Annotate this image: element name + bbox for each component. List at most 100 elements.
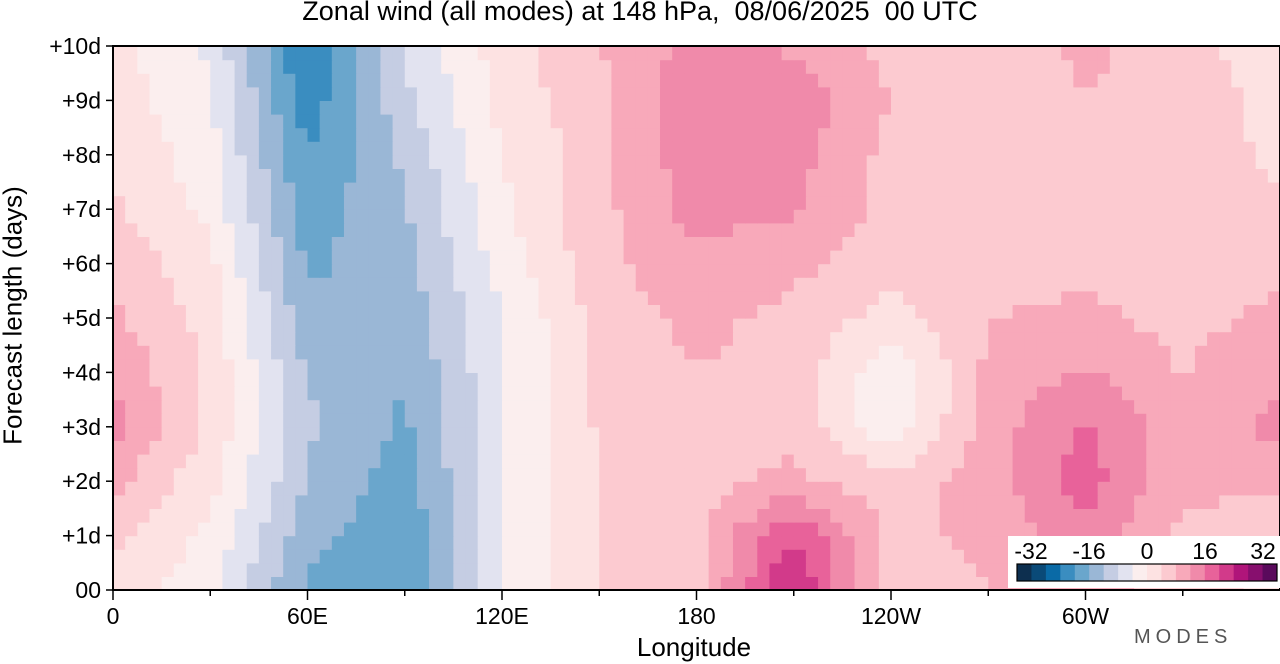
- field-cell: [587, 372, 600, 387]
- field-cell: [137, 154, 151, 169]
- field-cell: [1073, 413, 1087, 428]
- field-cell: [696, 168, 710, 183]
- field-cell: [1049, 46, 1062, 61]
- field-cell: [842, 440, 856, 455]
- field-cell: [514, 114, 527, 129]
- field-cell: [720, 562, 734, 577]
- field-cell: [380, 331, 394, 346]
- field-cell: [830, 467, 843, 482]
- field-cell: [404, 304, 418, 319]
- field-cell: [769, 59, 783, 74]
- field-cell: [1170, 73, 1184, 88]
- field-cell: [258, 399, 272, 414]
- field-cell: [404, 154, 418, 169]
- field-cell: [963, 318, 977, 333]
- field-cell: [331, 358, 345, 373]
- field-cell: [1267, 318, 1280, 333]
- field-cell: [319, 250, 333, 265]
- field-cell: [1073, 73, 1087, 88]
- field-cell: [137, 46, 151, 61]
- field-cell: [927, 46, 941, 61]
- field-cell: [866, 236, 880, 251]
- field-cell: [1146, 522, 1160, 537]
- field-cell: [660, 535, 673, 550]
- field-cell: [878, 114, 892, 129]
- field-cell: [684, 250, 698, 265]
- field-cell: [1267, 454, 1280, 469]
- field-cell: [416, 386, 430, 401]
- field-cell: [380, 440, 394, 455]
- field-cell: [562, 549, 576, 564]
- field-cell: [891, 195, 904, 210]
- field-cell: [1207, 209, 1220, 224]
- field-cell: [1182, 331, 1196, 346]
- field-cell: [514, 290, 527, 305]
- field-cell: [173, 372, 187, 387]
- field-cell: [635, 508, 649, 523]
- field-cell: [380, 195, 394, 210]
- field-cell: [441, 318, 454, 333]
- field-cell: [903, 73, 916, 88]
- field-cell: [720, 46, 734, 61]
- field-cell: [635, 222, 649, 237]
- field-cell: [538, 440, 552, 455]
- field-cell: [745, 195, 758, 210]
- field-cell: [732, 250, 746, 265]
- field-cell: [343, 522, 357, 537]
- field-cell: [198, 318, 211, 333]
- field-cell: [331, 250, 345, 265]
- field-cell: [416, 494, 430, 509]
- field-cell: [562, 494, 576, 509]
- field-cell: [805, 576, 819, 590]
- field-cell: [587, 46, 600, 61]
- field-cell: [988, 263, 1002, 278]
- field-cell: [1207, 318, 1220, 333]
- field-cell: [1000, 182, 1014, 197]
- field-cell: [587, 426, 600, 441]
- field-cell: [1243, 467, 1257, 482]
- field-cell: [1255, 86, 1269, 101]
- field-cell: [1243, 182, 1257, 197]
- field-cell: [951, 522, 965, 537]
- field-cell: [1121, 168, 1135, 183]
- field-cell: [185, 372, 199, 387]
- field-cell: [295, 331, 309, 346]
- field-cell: [915, 426, 929, 441]
- field-cell: [295, 141, 309, 156]
- field-cell: [891, 454, 904, 469]
- field-cell: [1134, 59, 1147, 74]
- field-cell: [951, 263, 965, 278]
- field-cell: [1219, 508, 1232, 523]
- field-cell: [635, 250, 649, 265]
- field-cell: [307, 127, 321, 142]
- field-cell: [842, 114, 856, 129]
- field-cell: [1000, 358, 1014, 373]
- field-cell: [271, 454, 284, 469]
- field-cell: [173, 100, 187, 115]
- field-cell: [684, 426, 698, 441]
- field-cell: [271, 345, 284, 360]
- colorbar-swatch: [1074, 564, 1090, 581]
- field-cell: [587, 549, 600, 564]
- field-cell: [1182, 386, 1196, 401]
- field-cell: [538, 182, 552, 197]
- field-cell: [1109, 508, 1123, 523]
- field-cell: [1012, 114, 1026, 129]
- field-cell: [526, 168, 540, 183]
- field-cell: [465, 372, 479, 387]
- field-cell: [660, 290, 673, 305]
- field-cell: [793, 209, 807, 224]
- field-cell: [1243, 304, 1257, 319]
- field-cell: [976, 494, 989, 509]
- field-cell: [1158, 182, 1172, 197]
- field-cell: [866, 73, 880, 88]
- field-cell: [1061, 304, 1074, 319]
- field-cell: [769, 399, 783, 414]
- field-cell: [246, 467, 260, 482]
- field-cell: [793, 535, 807, 550]
- field-cell: [757, 318, 771, 333]
- field-cell: [1036, 522, 1050, 537]
- field-cell: [295, 73, 309, 88]
- field-cell: [429, 236, 442, 251]
- field-cell: [781, 263, 795, 278]
